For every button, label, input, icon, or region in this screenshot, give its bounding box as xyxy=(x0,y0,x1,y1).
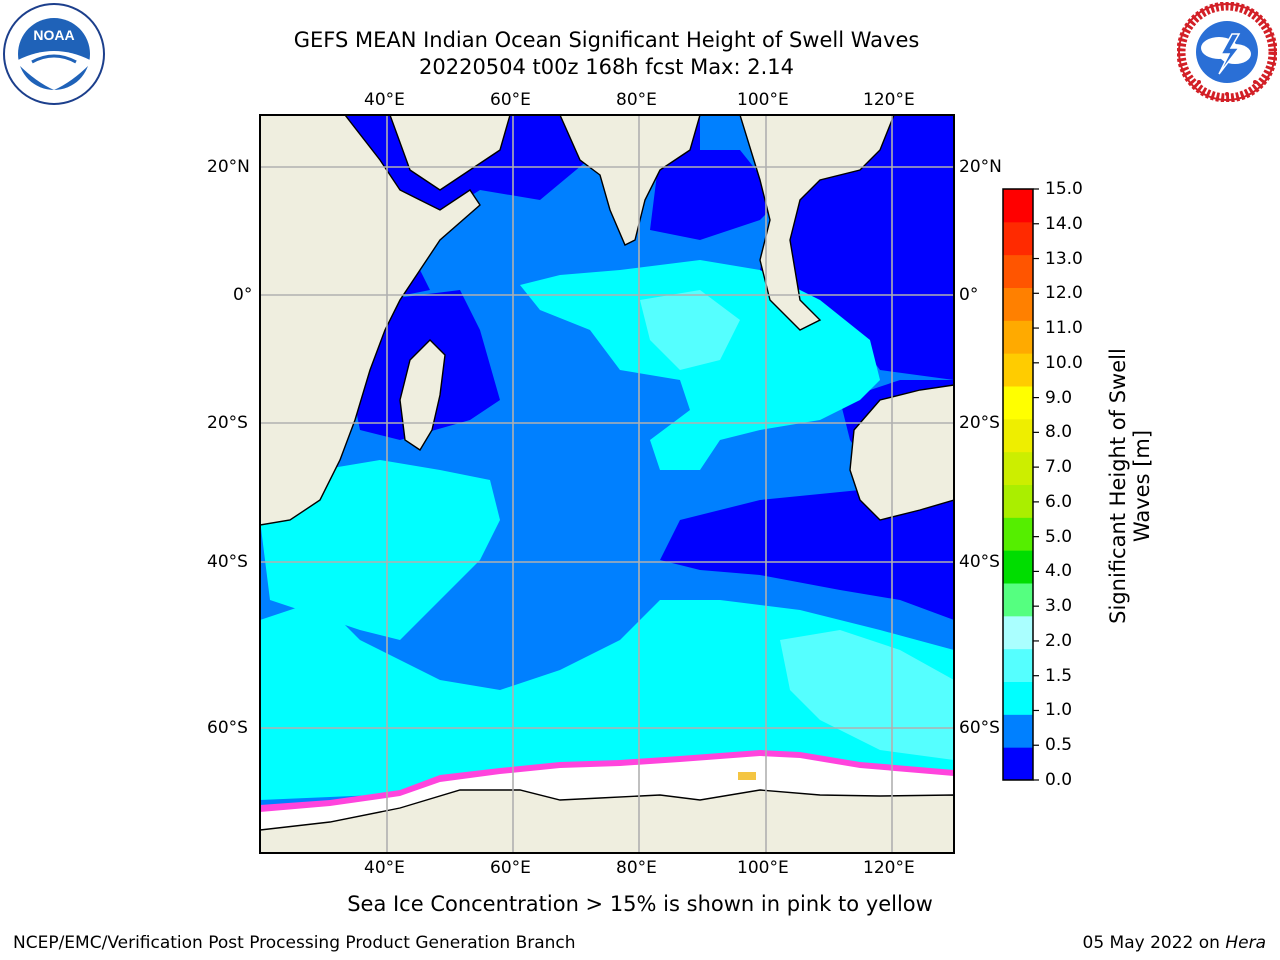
colorbar-segment xyxy=(1003,221,1033,256)
graticule xyxy=(260,115,954,853)
colorbar-tick-label: 15.0 xyxy=(1045,179,1083,199)
lon-tick-bottom: 80°E xyxy=(616,858,657,878)
footer-date: 05 May 2022 on Hera xyxy=(1083,933,1267,953)
colorbar-segment xyxy=(1003,550,1033,584)
colorbar-segment xyxy=(1003,320,1033,354)
colorbar-segment xyxy=(1003,714,1033,748)
lat-tick-left: 60°S xyxy=(207,718,248,738)
lat-tick-right: 40°S xyxy=(959,552,1000,572)
colorbar-tick-label: 14.0 xyxy=(1045,213,1083,234)
colorbar-tick-label: 11.0 xyxy=(1045,318,1083,339)
lon-tick-bottom: 60°E xyxy=(490,858,531,878)
colorbar-tick-label: 3.0 xyxy=(1045,596,1073,617)
colorbar-label-line2: Waves [m] xyxy=(1130,429,1154,543)
lat-tick-right: 20°S xyxy=(959,413,1000,433)
footer-date-text: 05 May 2022 on xyxy=(1082,933,1226,953)
colorbar-tick-label: 10.0 xyxy=(1045,352,1083,373)
lon-tick-top: 80°E xyxy=(616,90,657,110)
lon-tick-top: 60°E xyxy=(490,90,531,110)
colorbar-segment xyxy=(1003,287,1033,321)
colorbar-tick-label: 6.0 xyxy=(1045,491,1073,512)
colorbar-segment xyxy=(1003,583,1033,617)
lon-tick-bottom: 120°E xyxy=(863,858,915,878)
colorbar-tick-label: 7.0 xyxy=(1045,457,1073,478)
colorbar-segment xyxy=(1003,648,1033,682)
lat-tick-left: 40°S xyxy=(207,552,248,572)
colorbar xyxy=(1003,188,1039,781)
lat-tick-left: 20°S xyxy=(207,413,248,433)
colorbar-segment xyxy=(1003,451,1033,485)
colorbar-tick-label: 1.0 xyxy=(1045,700,1073,721)
colorbar-segment xyxy=(1003,353,1033,387)
lon-tick-top: 40°E xyxy=(364,90,405,110)
colorbar-tick-label: 8.0 xyxy=(1045,422,1073,443)
colorbar-tick-label: 12.0 xyxy=(1045,283,1083,304)
colorbar-tick-label: 5.0 xyxy=(1045,526,1073,547)
lat-tick-right: 20°N xyxy=(959,157,1002,177)
lat-tick-left: 0° xyxy=(233,285,253,305)
colorbar-tick-label: 1.5 xyxy=(1045,665,1073,686)
colorbar-segment xyxy=(1003,615,1033,650)
lat-tick-right: 60°S xyxy=(959,718,1000,738)
colorbar-segment xyxy=(1003,747,1033,781)
colorbar-tick-label: 13.0 xyxy=(1045,248,1083,269)
colorbar-tick-label: 9.0 xyxy=(1045,387,1073,408)
land-arabia xyxy=(389,115,511,191)
map-frame xyxy=(259,114,955,854)
colorbar-tick-label: 2.0 xyxy=(1045,630,1073,651)
lon-tick-bottom: 100°E xyxy=(737,858,789,878)
lat-tick-left: 20°N xyxy=(207,157,250,177)
noaa-logo: NOAA xyxy=(3,3,105,105)
land-antarctica xyxy=(260,789,954,853)
colorbar-tick-label: 0.0 xyxy=(1045,770,1073,790)
sea-ice-yellow-patch xyxy=(738,772,756,780)
colorbar-segment xyxy=(1003,254,1033,288)
nws-logo xyxy=(1177,2,1277,102)
map-subtitle: 20220504 t00z 168h fcst Max: 2.14 xyxy=(419,55,794,79)
colorbar-tick-label: 4.0 xyxy=(1045,561,1073,582)
land-australia xyxy=(849,384,954,521)
land-india xyxy=(559,115,701,246)
sea-ice-caption: Sea Ice Concentration > 15% is shown in … xyxy=(347,892,933,916)
colorbar-tick-label: 0.5 xyxy=(1045,735,1073,756)
swell-patch-central xyxy=(640,290,740,370)
colorbar-segment xyxy=(1003,484,1033,518)
low-swell-bay-of-bengal xyxy=(650,150,780,240)
lon-tick-top: 100°E xyxy=(737,90,789,110)
colorbar-segment xyxy=(1003,418,1033,453)
colorbar-segment xyxy=(1003,386,1033,420)
noaa-logo-text: NOAA xyxy=(33,27,74,43)
lon-tick-top: 120°E xyxy=(863,90,915,110)
colorbar-segment xyxy=(1003,681,1033,715)
footer-machine: Hera xyxy=(1225,933,1266,953)
swell-southwest-basin xyxy=(260,460,500,640)
colorbar-frame xyxy=(1002,188,1034,781)
map-area xyxy=(260,115,954,853)
footer-source: NCEP/EMC/Verification Post Processing Pr… xyxy=(13,933,576,953)
lon-tick-bottom: 40°E xyxy=(364,858,405,878)
colorbar-segment xyxy=(1003,517,1033,551)
colorbar-segment xyxy=(1003,189,1033,223)
swell-southern-ocean xyxy=(260,600,954,800)
lat-tick-right: 0° xyxy=(959,285,979,305)
colorbar-label-line1: Significant Height of Swell xyxy=(1106,348,1130,624)
map-title: GEFS MEAN Indian Ocean Significant Heigh… xyxy=(293,28,920,52)
